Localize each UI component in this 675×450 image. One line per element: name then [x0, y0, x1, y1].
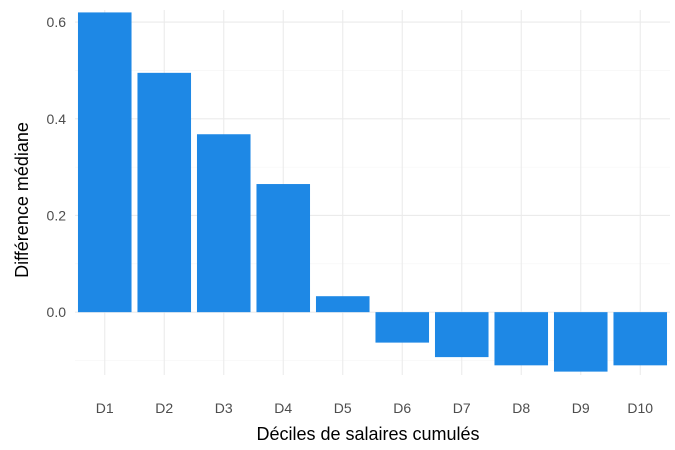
bar-d9 [553, 312, 608, 372]
bar-d6 [375, 312, 430, 343]
y-tick-label: 0.6 [47, 14, 67, 30]
x-tick-label: D9 [572, 400, 590, 416]
bar-d1 [77, 12, 132, 313]
bar-d7 [434, 312, 489, 358]
x-tick-label: D3 [215, 400, 233, 416]
y-tick-label: 0.0 [47, 304, 67, 320]
x-tick-label: D10 [627, 400, 653, 416]
bar-d8 [494, 312, 549, 366]
x-axis-ticks: D1 D2 D3 D4 D5 D6 D7 D8 D9 D10 [96, 400, 654, 416]
x-tick-label: D4 [274, 400, 292, 416]
x-tick-label: D5 [334, 400, 352, 416]
x-tick-label: D1 [96, 400, 114, 416]
bar-d3 [196, 134, 251, 313]
bar-d5 [315, 296, 370, 313]
bars [77, 12, 668, 372]
x-tick-label: D7 [453, 400, 471, 416]
y-tick-label: 0.4 [47, 111, 67, 127]
bar-d2 [137, 72, 192, 313]
x-axis-title: Déciles de salaires cumulés [256, 424, 479, 444]
y-tick-label: 0.2 [47, 207, 67, 223]
y-axis-ticks: 0.0 0.2 0.4 0.6 [47, 14, 67, 320]
x-tick-label: D2 [155, 400, 173, 416]
x-tick-label: D6 [393, 400, 411, 416]
x-tick-label: D8 [512, 400, 530, 416]
bar-d4 [256, 184, 311, 313]
bar-d10 [613, 312, 668, 366]
y-axis-title: Différence médiane [12, 122, 32, 278]
